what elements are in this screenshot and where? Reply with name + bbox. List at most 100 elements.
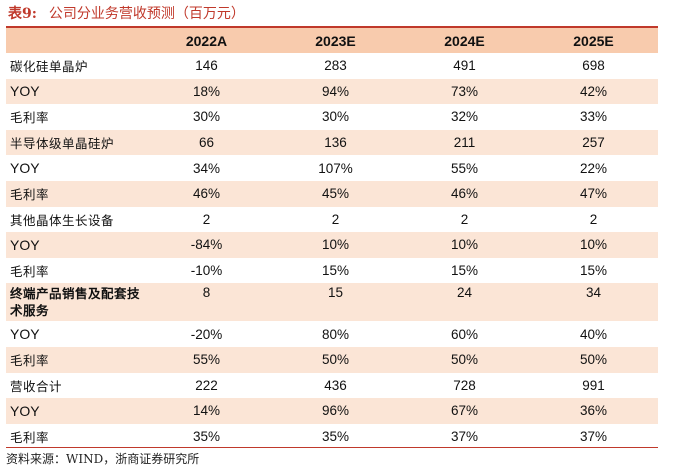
cell-value: 10% — [271, 232, 400, 258]
table-row: YOY 18% 94% 73% 42% — [6, 78, 658, 105]
table-row: 碳化硅单晶炉 146 283 491 698 — [6, 53, 658, 79]
table-row: 其他晶体生长设备 2 2 2 2 — [6, 207, 658, 233]
cell-value: 2 — [589, 211, 598, 227]
cell-value: 283 — [324, 58, 347, 74]
cell-value: 80% — [321, 326, 350, 342]
cell-value: 30% — [192, 109, 221, 125]
cell-value: 257 — [529, 129, 658, 156]
cell-value: -20% — [190, 326, 223, 342]
cell-value: 15 — [271, 283, 400, 322]
cell-value: -10% — [190, 263, 223, 279]
header-2022a: 2022A — [142, 28, 271, 53]
cell-value: 2 — [460, 211, 469, 227]
row-label: 终端产品销售及配套技术服务 — [6, 283, 142, 322]
table-bottom-divider — [6, 447, 658, 448]
cell-value: 10% — [400, 232, 529, 258]
cell-value: 45% — [271, 180, 400, 207]
cell-value: 436 — [324, 377, 347, 393]
row-label: 毛利率 — [6, 346, 142, 373]
cell-value: 728 — [453, 377, 476, 393]
header-2024e: 2024E — [400, 28, 529, 53]
cell-value: 96% — [271, 398, 400, 424]
cell-value: 34% — [192, 160, 221, 176]
cell-value: 50% — [271, 346, 400, 373]
cell-value: 37% — [450, 429, 479, 445]
cell-value: 73% — [400, 78, 529, 105]
cell-value: 32% — [450, 109, 479, 125]
cell-value: 2 — [331, 211, 340, 227]
cell-value: 34 — [529, 283, 658, 322]
cell-value: 211 — [400, 129, 529, 156]
cell-value: 33% — [579, 109, 608, 125]
table-row: 半导体级单晶硅炉 66 136 211 257 — [6, 129, 658, 156]
cell-value: 8 — [142, 283, 271, 322]
cell-value: 94% — [271, 78, 400, 105]
cell-value: 15% — [450, 263, 479, 279]
cell-value: 67% — [400, 398, 529, 424]
cell-value: 50% — [529, 346, 658, 373]
header-2025e: 2025E — [529, 28, 658, 53]
cell-value: 222 — [195, 377, 218, 393]
header-corner — [6, 28, 142, 53]
row-label: 半导体级单晶硅炉 — [6, 129, 142, 156]
cell-value: 55% — [450, 160, 479, 176]
row-label: 营收合计 — [10, 378, 63, 394]
table-row: 毛利率 55% 50% 50% 50% — [6, 346, 658, 373]
cell-value: 55% — [142, 346, 271, 373]
source-note: 资料来源：WIND，浙商证券研究所 — [6, 452, 200, 466]
row-label: YOY — [10, 160, 40, 177]
row-label: YOY — [6, 78, 142, 105]
forecast-table: 2022A 2023E 2024E 2025E 碳化硅单晶炉 146 283 491 6… — [6, 28, 658, 449]
row-label: 碳化硅单晶炉 — [10, 59, 89, 75]
cell-value: 15% — [579, 263, 608, 279]
cell-value: 10% — [529, 232, 658, 258]
table-caption: 表9: 公司分业务营收预测（百万元） — [0, 0, 675, 26]
row-label: YOY — [6, 232, 142, 258]
cell-value: 42% — [529, 78, 658, 105]
cell-value: 14% — [142, 398, 271, 424]
cell-value: 136 — [271, 129, 400, 156]
cell-value: 24 — [400, 283, 529, 322]
cell-value: 18% — [142, 78, 271, 105]
cell-value: 50% — [400, 346, 529, 373]
cell-value: 37% — [579, 429, 608, 445]
cell-value: 46% — [142, 180, 271, 207]
cell-value: 22% — [579, 160, 608, 176]
cell-value: 2 — [202, 211, 211, 227]
header-row: 2022A 2023E 2024E 2025E — [6, 28, 658, 53]
cell-value: -84% — [142, 232, 271, 258]
row-label: 毛利率 — [6, 180, 142, 207]
row-label: 毛利率 — [10, 264, 50, 280]
cell-value: 991 — [582, 377, 605, 393]
cell-value: 40% — [579, 326, 608, 342]
row-label: YOY — [6, 398, 142, 424]
cell-value: 146 — [195, 58, 218, 74]
cell-value: 107% — [318, 160, 353, 176]
cell-value: 30% — [321, 109, 350, 125]
table-row: YOY -20% 80% 60% 40% — [6, 321, 658, 347]
cell-value: 36% — [529, 398, 658, 424]
cell-value: 15% — [321, 263, 350, 279]
cell-value: 66 — [142, 129, 271, 156]
cell-value: 60% — [450, 326, 479, 342]
table-row: 毛利率 35% 35% 37% 37% — [6, 424, 658, 450]
table-row: 终端产品销售及配套技术服务 8 15 24 34 — [6, 283, 658, 322]
table-number: 表9: — [8, 6, 37, 22]
cell-value: 46% — [400, 180, 529, 207]
row-label: YOY — [10, 326, 40, 343]
caption-divider — [6, 26, 658, 28]
table-row: YOY 34% 107% 55% 22% — [6, 155, 658, 181]
cell-value: 698 — [582, 58, 605, 74]
row-label: 毛利率 — [10, 430, 50, 446]
row-label: 其他晶体生长设备 — [10, 212, 115, 228]
row-label: 毛利率 — [10, 110, 50, 126]
table-row: 毛利率 46% 45% 46% 47% — [6, 180, 658, 207]
cell-value: 491 — [453, 58, 476, 74]
cell-value: 47% — [529, 180, 658, 207]
header-2023e: 2023E — [271, 28, 400, 53]
table-row: 营收合计 222 436 728 991 — [6, 373, 658, 399]
table-row: YOY -84% 10% 10% 10% — [6, 232, 658, 258]
table-row: YOY 14% 96% 67% 36% — [6, 398, 658, 424]
table-row: 毛利率 -10% 15% 15% 15% — [6, 258, 658, 284]
table-row: 毛利率 30% 30% 32% 33% — [6, 104, 658, 130]
